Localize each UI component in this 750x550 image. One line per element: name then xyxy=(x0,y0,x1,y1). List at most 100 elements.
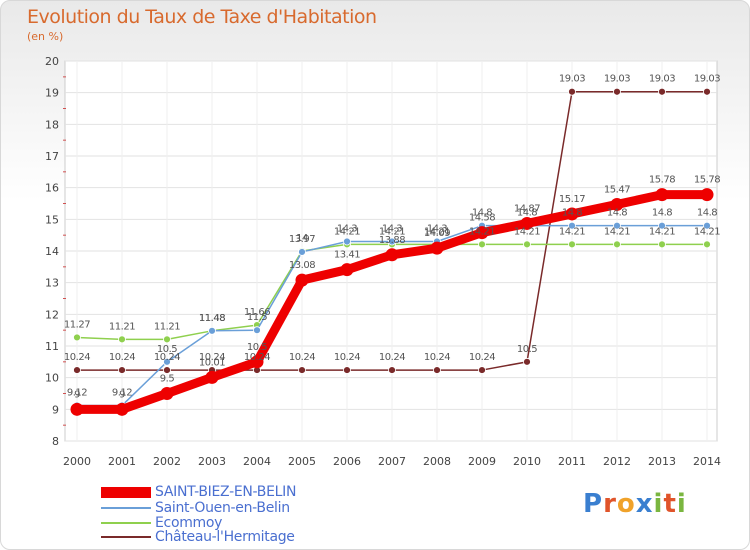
y-tick-label: 16 xyxy=(45,182,59,195)
data-point-0 xyxy=(250,355,264,369)
data-point-1 xyxy=(658,221,666,230)
data-label-2: 14.21 xyxy=(649,226,675,237)
proxiti-logo: Proxiti xyxy=(583,489,687,519)
data-label-2: 14.21 xyxy=(334,226,360,237)
x-tick-label: 2011 xyxy=(558,455,586,468)
data-label-3: 10.24 xyxy=(334,352,360,363)
y-tick-label: 15 xyxy=(45,213,59,226)
data-label-1: 9.12 xyxy=(112,388,132,399)
data-point-0 xyxy=(70,402,84,416)
data-label-2: 11.48 xyxy=(199,313,225,324)
data-label-3: 10.24 xyxy=(109,352,135,363)
data-labels: 10.24 10.24 10.24 10.24 10.24 10.24 10.24 10.24… xyxy=(64,74,721,401)
data-label-2: 14 xyxy=(296,233,308,244)
data-label-0: 15.17 xyxy=(559,194,585,205)
data-point-3 xyxy=(118,366,126,374)
data-point-0 xyxy=(115,402,129,416)
x-tick-label: 2002 xyxy=(153,455,181,468)
x-tick-label: 2013 xyxy=(648,455,676,468)
data-label-3: 10.5 xyxy=(517,344,537,355)
data-label-3: 19.03 xyxy=(559,74,585,85)
data-point-0 xyxy=(340,263,354,277)
data-point-0 xyxy=(160,387,174,400)
data-point-2 xyxy=(523,240,531,249)
data-label-1: 9.12 xyxy=(67,388,87,399)
y-tick-label: 20 xyxy=(45,55,59,68)
data-label-0: 15.47 xyxy=(604,184,630,195)
x-tick-label: 2009 xyxy=(468,455,496,468)
data-label-0: 13.08 xyxy=(289,260,315,271)
data-label-1: 14.8 xyxy=(652,208,672,219)
data-point-3 xyxy=(73,366,81,374)
data-point-0 xyxy=(385,248,399,262)
data-point-1 xyxy=(253,326,261,335)
data-label-0: 15.78 xyxy=(649,175,675,186)
data-point-1 xyxy=(568,221,576,230)
data-point-0 xyxy=(430,241,444,255)
data-point-3 xyxy=(613,87,621,96)
data-point-1 xyxy=(298,248,306,256)
data-point-3 xyxy=(388,366,396,374)
data-label-0: 14.58 xyxy=(469,213,495,224)
legend-label: SAINT-BIEZ-EN-BELIN xyxy=(155,484,297,500)
legend-swatch xyxy=(101,486,151,498)
data-label-2: 14.21 xyxy=(469,226,495,237)
logo-letter: i xyxy=(653,489,664,519)
x-tick-label: 2005 xyxy=(288,455,316,468)
data-point-2 xyxy=(613,240,621,249)
data-label-0: 9 xyxy=(119,389,125,400)
data-point-0 xyxy=(520,216,534,230)
data-point-2 xyxy=(163,335,171,344)
logo-letter: t xyxy=(663,489,677,519)
legend-item: Château-l'Hermitage xyxy=(101,529,295,545)
data-label-3: 19.03 xyxy=(649,74,675,85)
data-label-3: 19.03 xyxy=(604,74,630,85)
x-tick-label: 2014 xyxy=(693,455,721,468)
y-tick-label: 11 xyxy=(45,340,59,353)
data-label-0: 10.01 xyxy=(199,357,225,368)
data-point-2 xyxy=(478,240,486,249)
data-label-0: 14.87 xyxy=(514,203,540,214)
data-label-1: 14.8 xyxy=(697,208,717,219)
legend-label: Saint-Ouen-en-Belin xyxy=(155,500,290,516)
axes: 8 9 10 11 12 13 14 15 16 17 18 19 20 2000 2001 2002 2003… xyxy=(45,55,721,468)
x-tick-label: 2006 xyxy=(333,455,361,468)
data-label-1: 11.48 xyxy=(199,313,225,324)
data-label-0: 13.88 xyxy=(379,235,405,246)
data-label-0: 15.78 xyxy=(694,175,720,186)
y-tick-label: 13 xyxy=(45,277,59,290)
x-tick-label: 2008 xyxy=(423,455,451,468)
logo-letter: o xyxy=(616,489,636,519)
data-point-2 xyxy=(658,240,666,249)
data-point-1 xyxy=(388,237,396,246)
y-tick-label: 9 xyxy=(52,403,59,416)
data-point-2 xyxy=(118,335,126,344)
data-label-0: 10.5 xyxy=(247,342,267,353)
data-point-3 xyxy=(298,366,306,374)
legend-label: Ecommoy xyxy=(155,515,223,531)
data-label-3: 19.03 xyxy=(694,74,720,85)
data-label-3: 10.24 xyxy=(289,352,315,363)
data-point-1 xyxy=(343,237,351,246)
data-label-1: 14.3 xyxy=(382,224,402,235)
data-label-2: 11.21 xyxy=(109,321,135,332)
data-label-1: 10.5 xyxy=(157,344,177,355)
data-label-3: 10.24 xyxy=(469,352,495,363)
data-label-0: 13.41 xyxy=(334,250,360,261)
series-layer xyxy=(70,87,714,416)
data-point-0 xyxy=(205,370,219,384)
data-point-2 xyxy=(568,240,576,249)
data-label-1: 14.3 xyxy=(337,224,357,235)
data-label-3: 10.24 xyxy=(244,352,270,363)
data-point-3 xyxy=(478,366,486,374)
legend-swatch xyxy=(101,522,151,524)
chart-subtitle: (en %) xyxy=(27,30,64,43)
data-label-3: 10.24 xyxy=(64,352,90,363)
data-point-0 xyxy=(700,188,714,202)
legend-label: Château-l'Hermitage xyxy=(155,529,295,545)
logo-letter: i xyxy=(676,489,687,519)
legend-item: Ecommoy xyxy=(101,515,222,531)
data-point-3 xyxy=(523,357,531,366)
